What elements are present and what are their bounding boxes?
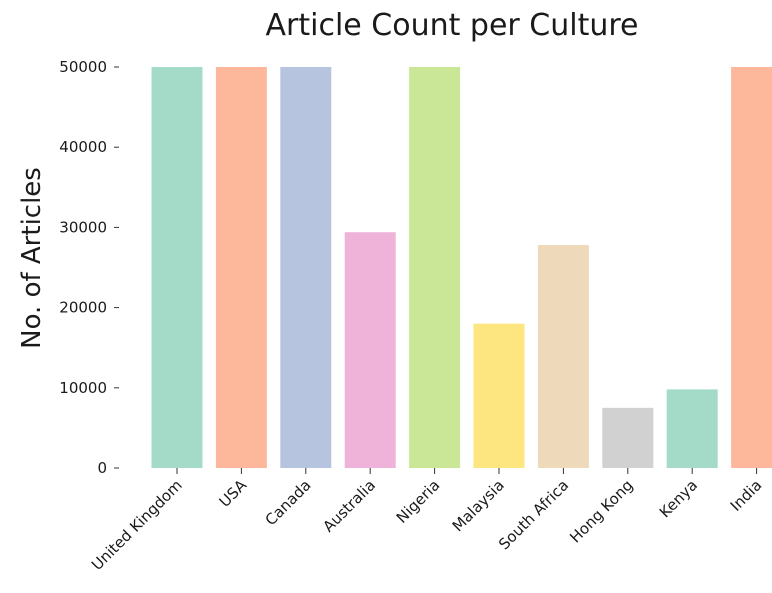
- x-tick-label: Canada: [262, 476, 315, 529]
- bar-nigeria: [409, 67, 461, 468]
- y-tick-label: 0: [97, 459, 107, 477]
- y-axis-label: No. of Articles: [17, 167, 47, 349]
- x-tick-label: India: [727, 476, 766, 515]
- y-tick-label: 50000: [59, 58, 107, 76]
- chart-title: Article Count per Culture: [266, 8, 639, 43]
- bar-canada: [280, 67, 332, 468]
- bars-group: [151, 67, 772, 468]
- x-tick-label: Australia: [319, 476, 379, 536]
- bar-united-kingdom: [151, 67, 203, 468]
- bar-south-africa: [537, 245, 589, 468]
- x-tick-label: Kenya: [656, 476, 701, 521]
- y-axis: 0 10000 20000 30000 40000 50000: [59, 58, 119, 477]
- x-tick-label: USA: [216, 476, 251, 511]
- bar-kenya: [666, 389, 718, 468]
- y-tick-label: 10000: [59, 379, 107, 397]
- bar-usa: [215, 67, 267, 468]
- bar-malaysia: [473, 323, 525, 468]
- x-axis: United Kingdom USA Canada Australia Nigeria M…: [88, 468, 765, 574]
- y-tick-label: 30000: [59, 218, 107, 236]
- bar-hong-kong: [602, 407, 654, 468]
- bar-australia: [344, 232, 396, 468]
- x-tick-label: Nigeria: [393, 476, 444, 527]
- y-tick-label: 20000: [59, 299, 107, 317]
- x-tick-label: Malaysia: [449, 476, 508, 535]
- x-tick-label: Hong Kong: [566, 476, 636, 546]
- x-tick-label: United Kingdom: [88, 476, 186, 574]
- bar-india: [731, 67, 772, 468]
- y-tick-label: 40000: [59, 138, 107, 156]
